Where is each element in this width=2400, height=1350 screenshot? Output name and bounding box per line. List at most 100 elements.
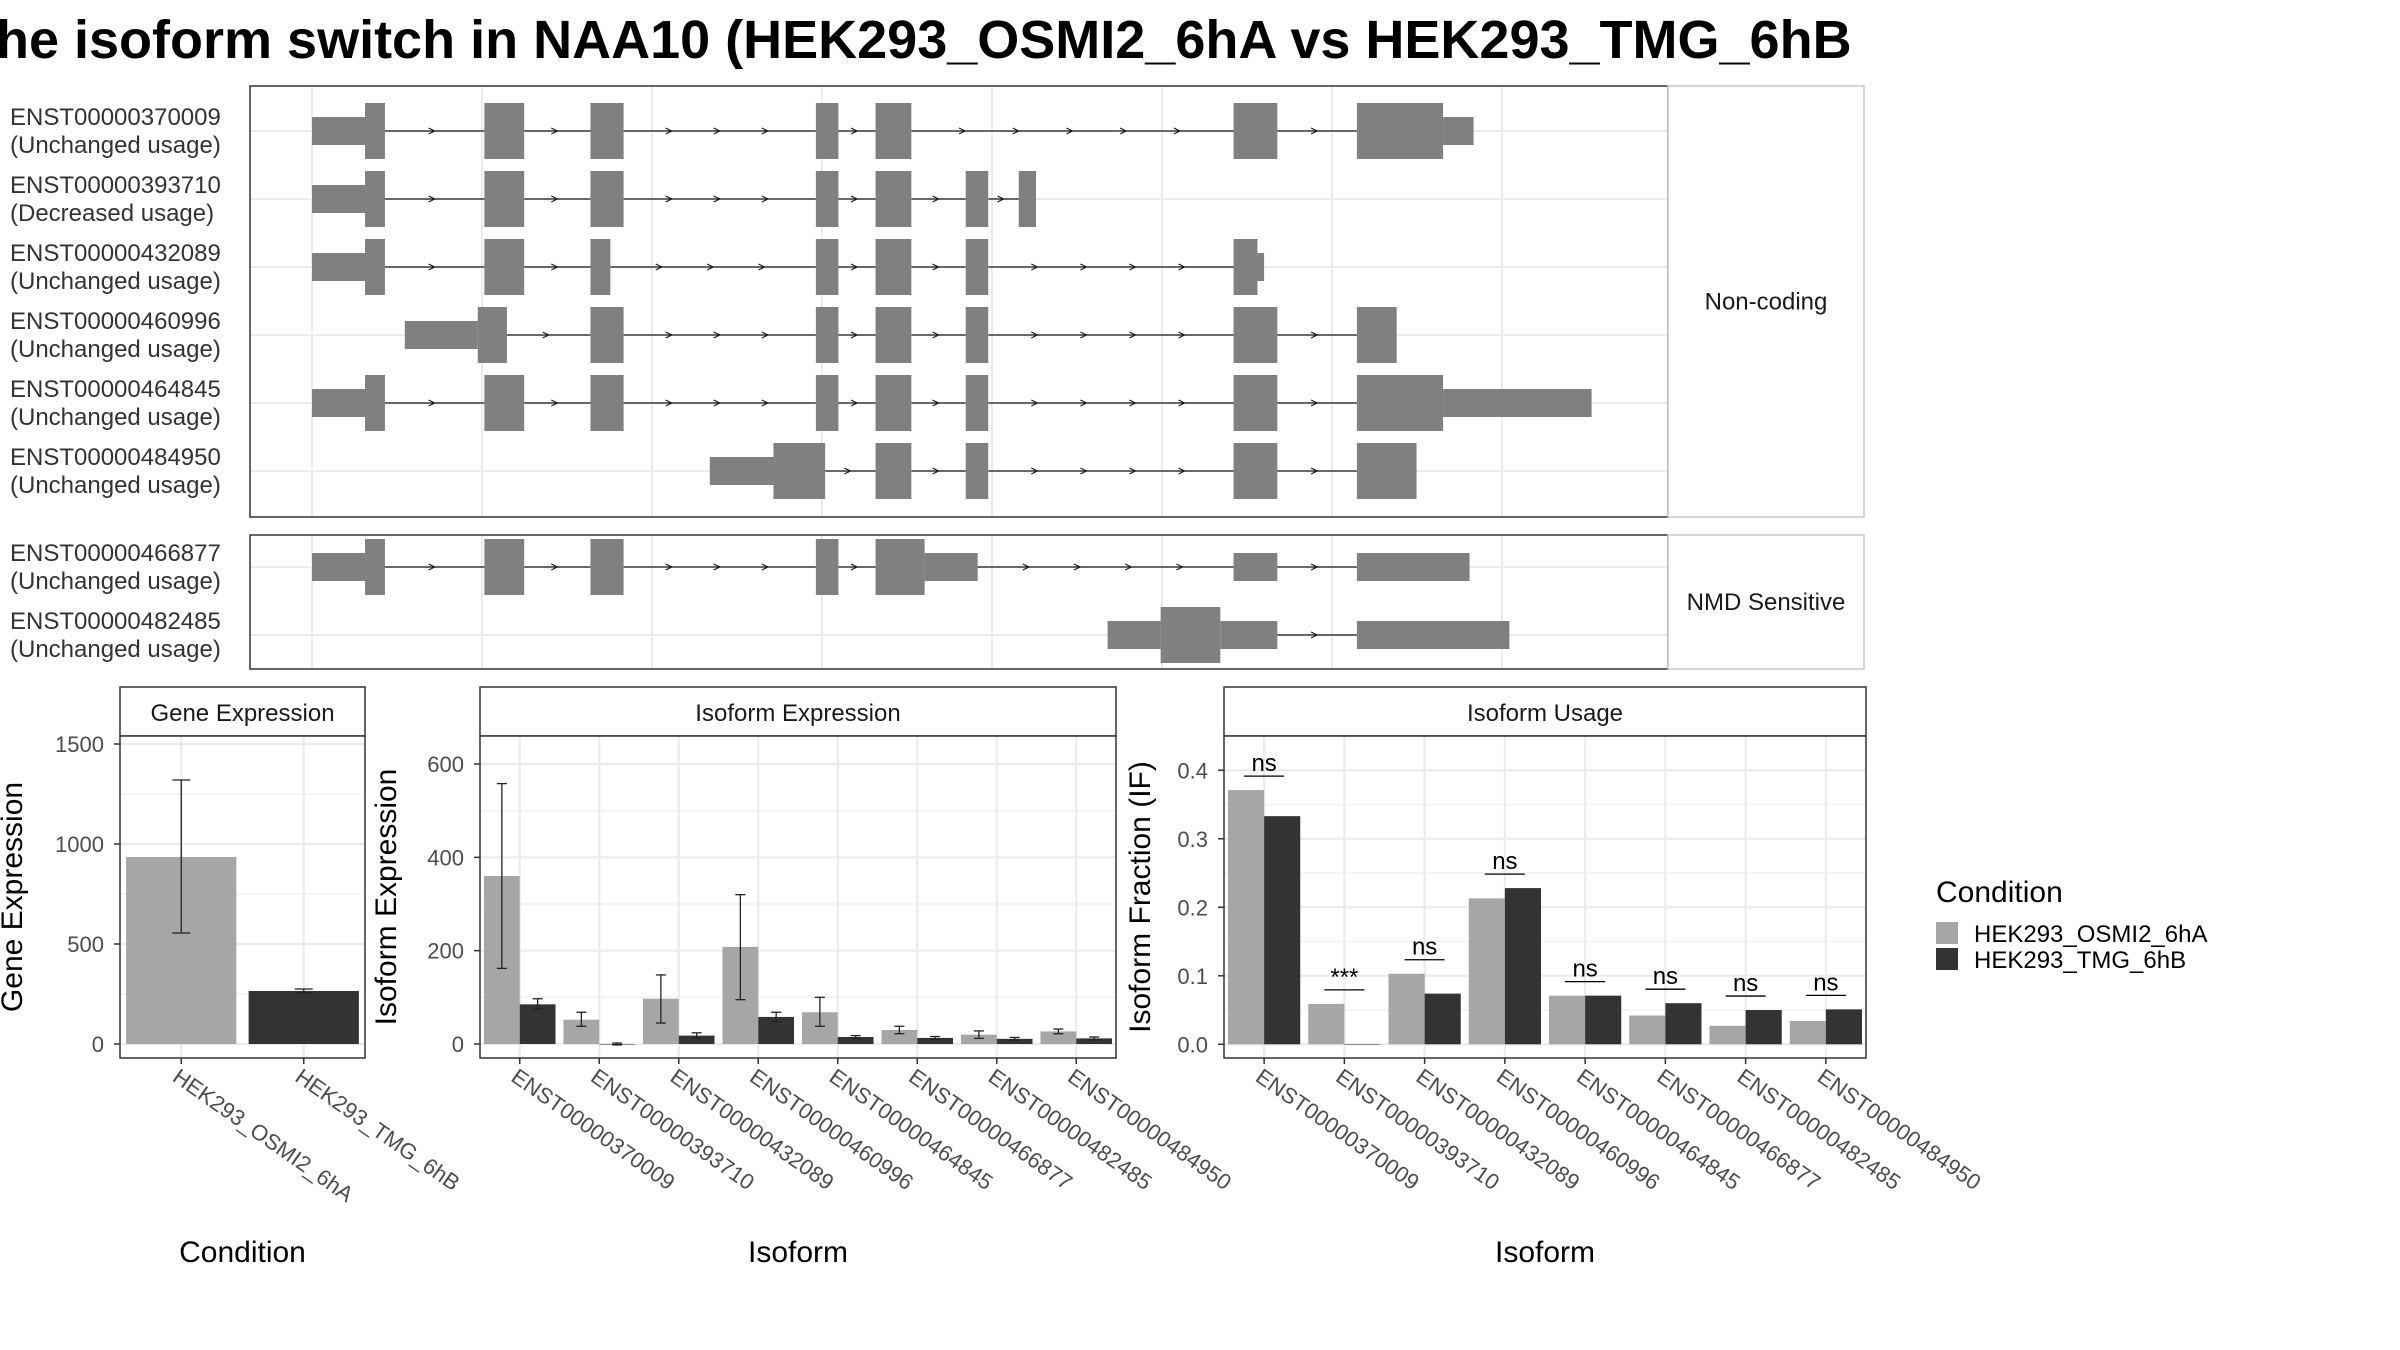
transcript-usage-label: (Unchanged usage) (10, 568, 221, 595)
intron-arrow (665, 127, 674, 135)
bar (1468, 898, 1505, 1045)
intron-arrow (706, 263, 715, 271)
exon-coding (484, 103, 525, 159)
chart-panel: Isoform Usage ns *** ns ns ns ns ns ns 0.0 0.1 0.2 0… (1124, 686, 1986, 1269)
intron-arrow (1124, 563, 1133, 571)
intron-arrow (932, 399, 940, 407)
intron-arrow (1022, 563, 1031, 571)
exon-coding (815, 239, 839, 295)
exon-utr (1233, 553, 1278, 581)
intron-arrow (1129, 331, 1137, 339)
y-tick-label: 0.2 (1177, 895, 1208, 920)
exon-coding (875, 239, 912, 295)
intron-arrow (428, 127, 436, 135)
transcript-row: ENST00000460996(Unchanged usage) (10, 307, 1397, 363)
intron-arrow (761, 127, 770, 135)
exon-coding (590, 307, 624, 363)
y-tick-label: 0.4 (1177, 758, 1208, 783)
intron-arrow (713, 563, 722, 571)
intron-arrow (1119, 127, 1128, 135)
intron-arrow (428, 263, 436, 271)
intron-arrow (665, 399, 674, 407)
facet-strip-label: Non-coding (1705, 289, 1828, 316)
bar (1424, 993, 1461, 1045)
exon-utr (404, 321, 478, 349)
intron-arrow (997, 195, 1005, 203)
intron-arrow (665, 331, 674, 339)
expression-charts: Gene Expression050010001500HEK293_OSMI2_… (0, 686, 1986, 1269)
exon-coding (815, 307, 839, 363)
exon-utr (1107, 621, 1161, 649)
exon-coding (484, 539, 525, 595)
intron-arrow (958, 127, 967, 135)
intron-arrow (1178, 263, 1186, 271)
bar (519, 1004, 556, 1044)
intron-arrow (1178, 467, 1186, 475)
transcript-usage-label: (Decreased usage) (10, 200, 214, 227)
transcript-row: ENST00000432089(Unchanged usage) (10, 239, 1265, 295)
intron-arrow (551, 127, 559, 135)
y-tick-label: 0 (452, 1032, 464, 1057)
exon-coding (815, 375, 839, 431)
significance-label: ns (1813, 969, 1838, 996)
intron-arrow (551, 263, 559, 271)
intron-arrow (1178, 399, 1186, 407)
intron-arrow (1178, 331, 1186, 339)
y-tick-label: 1000 (55, 832, 104, 857)
transcript-row: ENST00000484950(Unchanged usage) (10, 443, 1417, 499)
bar (248, 991, 359, 1044)
exon-coding (875, 171, 912, 227)
intron-arrow (844, 467, 852, 475)
legend-swatch-tmg (1936, 948, 1958, 970)
transcript-id-label: ENST00000484950 (10, 444, 221, 471)
bar (1040, 1031, 1077, 1044)
exon-coding (875, 443, 912, 499)
intron-arrow (1031, 399, 1039, 407)
exon-utr (312, 253, 366, 281)
intron-arrow (850, 399, 859, 407)
y-tick-label: 400 (427, 845, 464, 870)
intron-arrow (1080, 467, 1088, 475)
bar (1344, 1044, 1381, 1045)
exon-coding (815, 539, 839, 595)
exon-utr (1356, 553, 1470, 581)
bar (1629, 1015, 1666, 1045)
exon-coding (875, 375, 912, 431)
intron-arrow (761, 399, 770, 407)
exon-coding (965, 171, 989, 227)
intron-arrow (1176, 563, 1184, 571)
significance-label: ns (1653, 963, 1678, 990)
intron-arrow (1310, 563, 1319, 571)
exon-coding (365, 103, 385, 159)
significance-label: ns (1572, 956, 1597, 983)
exon-utr (1356, 621, 1510, 649)
transcript-usage-label: (Unchanged usage) (10, 404, 221, 431)
exon-coding (590, 103, 624, 159)
y-tick-label: 0.1 (1177, 964, 1208, 989)
bar (1549, 995, 1586, 1045)
exon-coding (875, 307, 912, 363)
intron-arrow (665, 563, 674, 571)
bar (1264, 816, 1301, 1045)
intron-arrow (665, 195, 674, 203)
transcript-row: ENST00000466877(Unchanged usage) (10, 539, 1470, 595)
legend-swatch-osmi2 (1936, 922, 1958, 944)
chart-strip (119, 686, 366, 737)
transcript-id-label: ENST00000466877 (10, 540, 221, 567)
exon-utr (1257, 253, 1265, 281)
intron-arrow (1066, 127, 1074, 135)
chart-title: Isoform Expression (695, 700, 900, 727)
intron-arrow (551, 399, 559, 407)
intron-arrow (551, 563, 559, 571)
bar (917, 1037, 954, 1044)
bar (1228, 790, 1265, 1045)
intron-arrow (761, 331, 770, 339)
significance-label: ns (1733, 970, 1758, 997)
bar (1388, 973, 1425, 1045)
intron-arrow (932, 467, 940, 475)
intron-arrow (1080, 399, 1088, 407)
exon-utr (1443, 389, 1592, 417)
intron-arrow (932, 195, 940, 203)
